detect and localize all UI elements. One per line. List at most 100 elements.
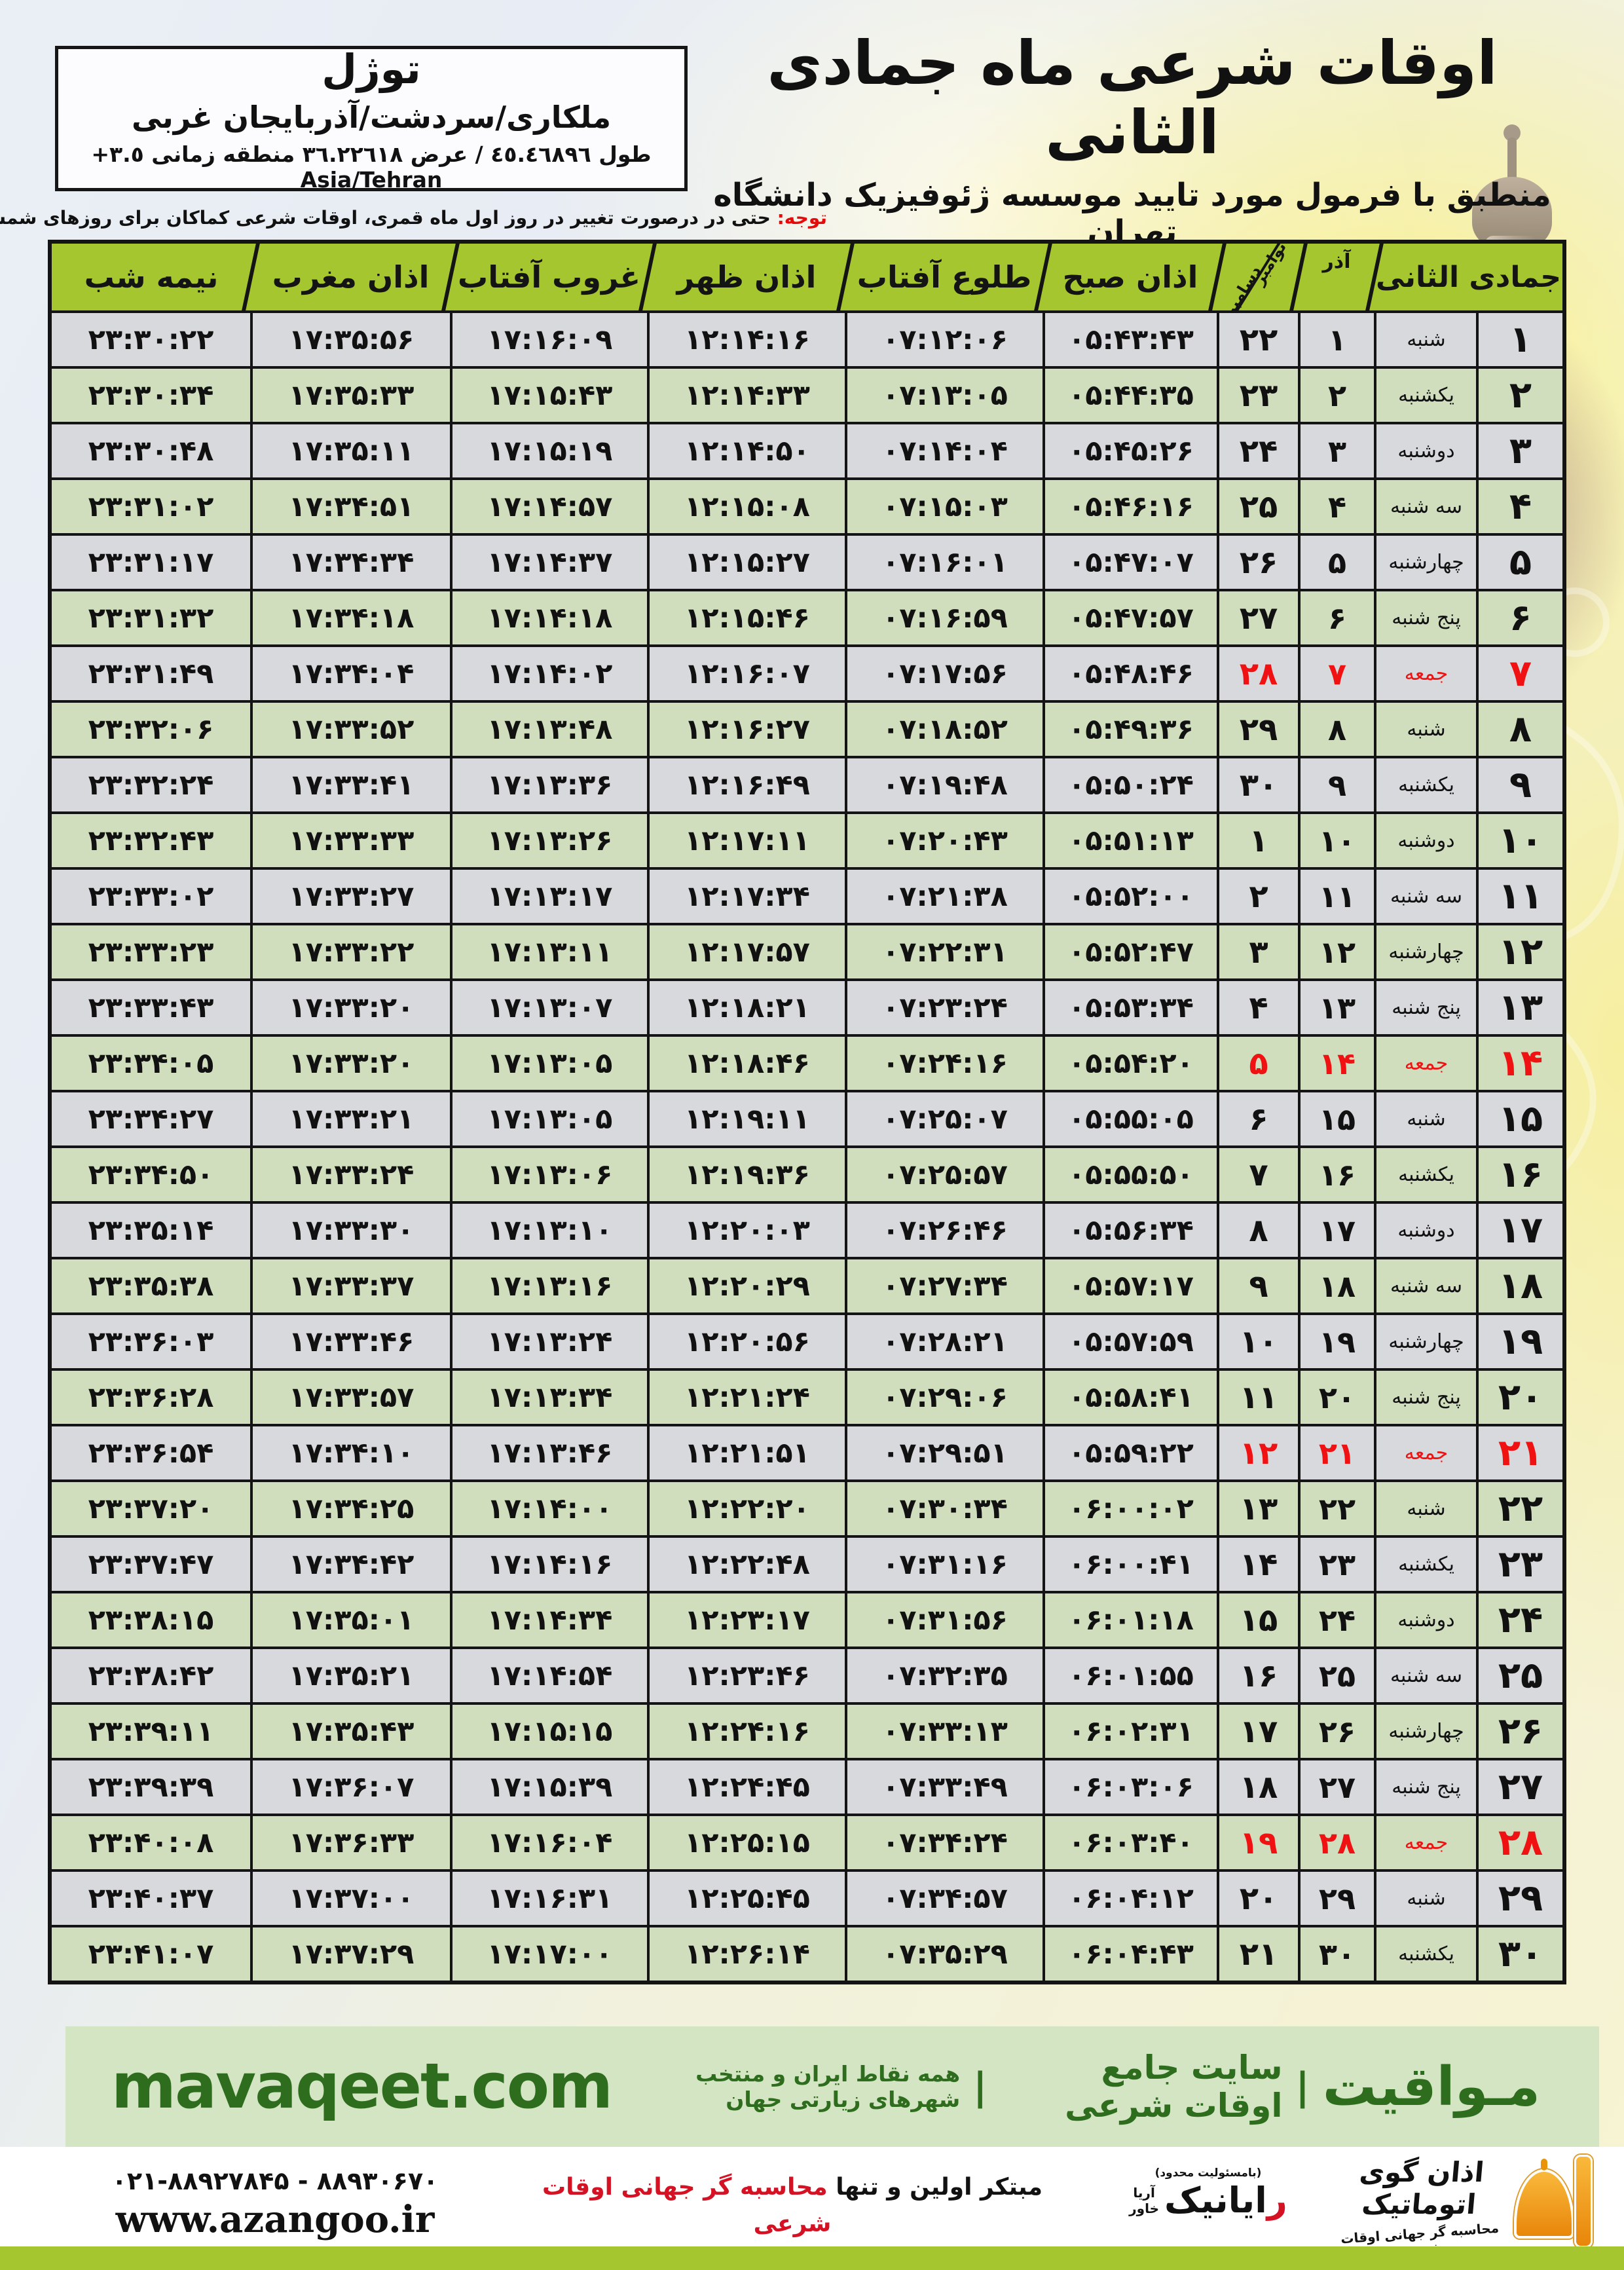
minaret-spire-icon (1507, 138, 1517, 183)
cell-fajr-time: ۰۶:۰۰:۰۲ (1045, 1482, 1217, 1535)
cell-maghrib-time: ۱۷:۳۷:۰۰ (253, 1872, 450, 1925)
cell-weekday: شنبه (1376, 1092, 1476, 1145)
cell-maghrib-time: ۱۷:۳۵:۵۶ (253, 313, 450, 366)
table-row: ۱۱ سه شنبه ۱۱ ۲ ۰۵:۵۲:۰۰ ۰۷:۲۱:۳۸ ۱۲:۱۷:… (52, 870, 1562, 923)
cell-sunset-time: ۱۷:۱۵:۱۵ (452, 1705, 647, 1758)
cell-midnight-time: ۲۳:۳۱:۱۷ (52, 536, 250, 589)
cell-dhuhr-time: ۱۲:۱۵:۴۶ (650, 591, 845, 644)
header-cell-fajr: اذان صبح (1062, 259, 1198, 295)
cell-maghrib-time: ۱۷:۳۳:۲۷ (253, 870, 450, 923)
cell-dhuhr-time: ۱۲:۱۵:۰۸ (650, 480, 845, 533)
cell-midnight-time: ۲۳:۳۴:۵۰ (52, 1148, 250, 1201)
cell-jumada-day: ۱۱ (1479, 870, 1562, 923)
cell-fajr-time: ۰۵:۵۵:۵۰ (1045, 1148, 1217, 1201)
cell-azar-day: ۲۷ (1301, 1760, 1374, 1814)
cell-midnight-time: ۲۳:۳۷:۴۷ (52, 1538, 250, 1591)
table-row: ۶ پنج شنبه ۶ ۲۷ ۰۵:۴۷:۵۷ ۰۷:۱۶:۵۹ ۱۲:۱۵:… (52, 591, 1562, 644)
cell-midnight-time: ۲۳:۳۰:۴۸ (52, 424, 250, 477)
cell-fajr-time: ۰۶:۰۳:۰۶ (1045, 1760, 1217, 1814)
cell-weekday: یکشنبه (1376, 1927, 1476, 1981)
header-december-label: دسامبر (1219, 262, 1265, 310)
cell-dhuhr-time: ۱۲:۱۷:۱۱ (650, 814, 845, 867)
cell-jumada-day: ۷ (1479, 647, 1562, 700)
contact-block: ۰۲۱-۸۸۹۲۷۸۴۵ - ۸۸۹۳۰۶۷۰ www.azangoo.ir (79, 2167, 471, 2241)
table-row: ۱۷ دوشنبه ۱۷ ۸ ۰۵:۵۶:۳۴ ۰۷:۲۶:۴۶ ۱۲:۲۰:۰… (52, 1204, 1562, 1257)
cell-maghrib-time: ۱۷:۳۳:۲۴ (253, 1148, 450, 1201)
location-coordinates: طول ٤٥.٤٦٨٩٦ / عرض ٣٦.٢٢٦١٨ منطقه زمانی … (91, 141, 652, 193)
table-body: ۱ شنبه ۱ ۲۲ ۰۵:۴۳:۴۳ ۰۷:۱۲:۰۶ ۱۲:۱۴:۱۶ ۱… (52, 313, 1562, 1981)
cell-midnight-time: ۲۳:۳۶:۵۴ (52, 1426, 250, 1479)
table-header: جمادی الثانی آذر نوامبر دسامبر اذان صبح … (52, 244, 1562, 310)
cell-sunrise-time: ۰۷:۲۳:۲۴ (847, 981, 1043, 1034)
cell-sunset-time: ۱۷:۱۳:۲۴ (452, 1315, 647, 1368)
cell-dhuhr-time: ۱۲:۲۲:۴۸ (650, 1538, 845, 1591)
cell-weekday: چهارشنبه (1376, 1705, 1476, 1758)
cell-azar-day: ۹ (1301, 758, 1374, 811)
cell-sunrise-time: ۰۷:۳۵:۲۹ (847, 1927, 1043, 1981)
cell-jumada-day: ۲۹ (1479, 1872, 1562, 1925)
cell-midnight-time: ۲۳:۳۷:۲۰ (52, 1482, 250, 1535)
table-row: ۱۴ جمعه ۱۴ ۵ ۰۵:۵۴:۲۰ ۰۷:۲۴:۱۶ ۱۲:۱۸:۴۶ … (52, 1037, 1562, 1090)
rayanik-word-khavar: خاور (1129, 2200, 1160, 2216)
cell-azar-day: ۳۰ (1301, 1927, 1374, 1981)
cell-dhuhr-time: ۱۲:۱۶:۲۷ (650, 703, 845, 756)
cell-dhuhr-time: ۱۲:۲۱:۲۴ (650, 1371, 845, 1424)
cell-azar-day: ۱۸ (1301, 1259, 1374, 1312)
bottom-lime-bar (0, 2246, 1624, 2270)
rayanik-name: رایانیک آریا خاور (1113, 2180, 1303, 2221)
cell-jumada-day: ۱۹ (1479, 1315, 1562, 1368)
notice: توجه: حتی در درصورت تغییر در روز اول ماه… (0, 207, 827, 229)
cell-jumada-day: ۲۵ (1479, 1649, 1562, 1702)
cell-sunrise-time: ۰۷:۱۵:۰۳ (847, 480, 1043, 533)
cell-gregorian-day: ۱۶ (1219, 1649, 1298, 1702)
cell-weekday: پنج شنبه (1376, 981, 1476, 1034)
cell-jumada-day: ۳ (1479, 424, 1562, 477)
cell-fajr-time: ۰۵:۴۴:۳۵ (1045, 369, 1217, 422)
header-cell-dhuhr: اذان ظهر (676, 259, 817, 295)
location-region: ملکاری/سردشت/آذربایجان غربی (131, 99, 612, 135)
cell-sunset-time: ۱۷:۱۴:۳۷ (452, 536, 647, 589)
cell-fajr-time: ۰۵:۵۵:۰۵ (1045, 1092, 1217, 1145)
cell-sunrise-time: ۰۷:۱۶:۰۱ (847, 536, 1043, 589)
cell-sunset-time: ۱۷:۱۳:۳۶ (452, 758, 647, 811)
cell-midnight-time: ۲۳:۳۰:۳۴ (52, 369, 250, 422)
dome-shape (1514, 2169, 1574, 2239)
cell-jumada-day: ۱ (1479, 313, 1562, 366)
cell-jumada-day: ۲۰ (1479, 1371, 1562, 1424)
cell-azar-day: ۲۴ (1301, 1593, 1374, 1647)
cell-jumada-day: ۵ (1479, 536, 1562, 589)
cell-weekday: یکشنبه (1376, 369, 1476, 422)
table-row: ۲۳ یکشنبه ۲۳ ۱۴ ۰۶:۰۰:۴۱ ۰۷:۳۱:۱۶ ۱۲:۲۲:… (52, 1538, 1562, 1591)
footer-separator: | (973, 2064, 987, 2109)
cell-gregorian-day: ۲۰ (1219, 1872, 1298, 1925)
cell-weekday: دوشنبه (1376, 1593, 1476, 1647)
cell-dhuhr-time: ۱۲:۲۳:۴۶ (650, 1649, 845, 1702)
table-row: ۲۱ جمعه ۲۱ ۱۲ ۰۵:۵۹:۲۲ ۰۷:۲۹:۵۱ ۱۲:۲۱:۵۱… (52, 1426, 1562, 1479)
cell-dhuhr-time: ۱۲:۱۷:۵۷ (650, 925, 845, 978)
cell-azar-day: ۲۱ (1301, 1426, 1374, 1479)
notice-label: توجه: (777, 207, 827, 229)
cell-sunset-time: ۱۷:۱۵:۳۹ (452, 1760, 647, 1814)
page-title: اوقات شرعی ماه جمادی الثانی (767, 28, 1498, 168)
cell-maghrib-time: ۱۷:۳۳:۲۱ (253, 1092, 450, 1145)
cell-sunrise-time: ۰۷:۱۷:۵۶ (847, 647, 1043, 700)
cell-gregorian-day: ۲۵ (1219, 480, 1298, 533)
table-row: ۷ جمعه ۷ ۲۸ ۰۵:۴۸:۴۶ ۰۷:۱۷:۵۶ ۱۲:۱۶:۰۷ ۱… (52, 647, 1562, 700)
cell-sunrise-time: ۰۷:۲۸:۲۱ (847, 1315, 1043, 1368)
header-cell-maghrib: اذان مغرب (272, 259, 430, 295)
table-row: ۲۵ سه شنبه ۲۵ ۱۶ ۰۶:۰۱:۵۵ ۰۷:۳۲:۳۵ ۱۲:۲۳… (52, 1649, 1562, 1702)
cell-gregorian-day: ۳ (1219, 925, 1298, 978)
cell-dhuhr-time: ۱۲:۲۴:۴۵ (650, 1760, 845, 1814)
cell-sunrise-time: ۰۷:۲۰:۴۳ (847, 814, 1043, 867)
cell-jumada-day: ۱۳ (1479, 981, 1562, 1034)
cell-sunset-time: ۱۷:۱۷:۰۰ (452, 1927, 647, 1981)
cell-weekday: سه شنبه (1376, 870, 1476, 923)
cell-gregorian-day: ۲۷ (1219, 591, 1298, 644)
cell-maghrib-time: ۱۷:۳۳:۵۷ (253, 1371, 450, 1424)
cell-azar-day: ۱۱ (1301, 870, 1374, 923)
cell-sunset-time: ۱۷:۱۴:۰۰ (452, 1482, 647, 1535)
cell-fajr-time: ۰۵:۴۵:۲۶ (1045, 424, 1217, 477)
cell-fajr-time: ۰۶:۰۳:۴۰ (1045, 1816, 1217, 1869)
cell-midnight-time: ۲۳:۳۵:۳۸ (52, 1259, 250, 1312)
cell-jumada-day: ۱۷ (1479, 1204, 1562, 1257)
